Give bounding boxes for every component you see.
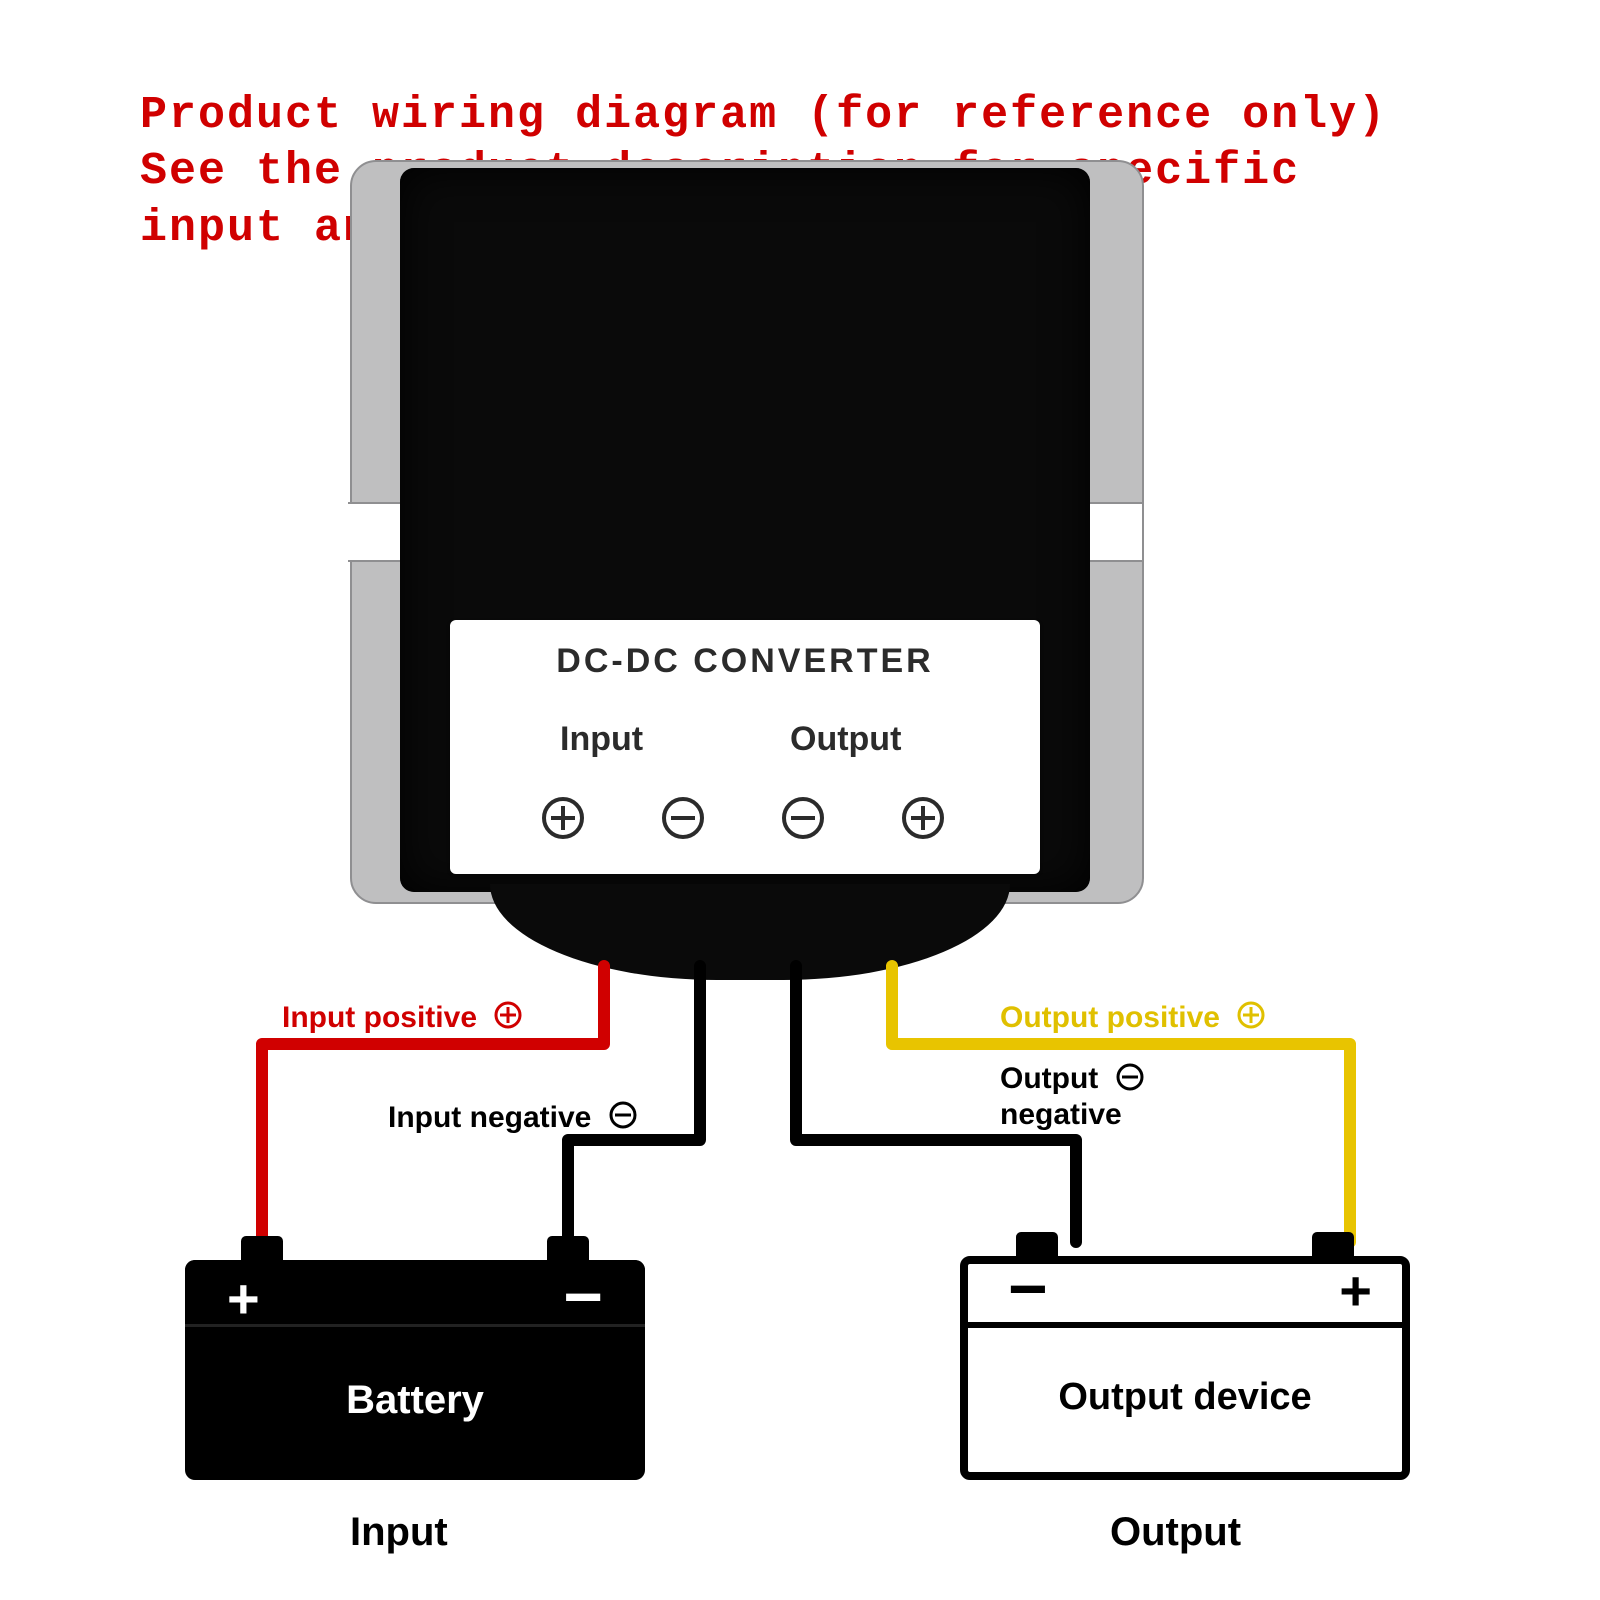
terminal-output-plus-icon — [900, 795, 946, 841]
label-input-positive: Input positive — [282, 1000, 523, 1038]
plate-output-label: Output — [790, 720, 901, 759]
device-label: Output device — [960, 1376, 1410, 1419]
wiring-diagram: Product wiring diagram (for reference on… — [0, 0, 1600, 1600]
battery-label: Battery — [185, 1378, 645, 1423]
battery-plus-symbol: + — [227, 1266, 260, 1331]
label-output-positive: Output positive — [1000, 1000, 1266, 1038]
battery-post-plus — [241, 1236, 283, 1262]
converter-label-plate: DC-DC CONVERTER Input Output — [450, 620, 1040, 874]
battery-minus-symbol: − — [563, 1258, 603, 1336]
minus-circle-icon — [608, 1100, 638, 1138]
minus-circle-icon — [1115, 1062, 1145, 1099]
caption-input: Input — [350, 1510, 448, 1555]
terminal-input-plus-icon — [540, 795, 586, 841]
output-device-block: − + Output device — [960, 1256, 1410, 1480]
caption-output: Output — [1110, 1510, 1241, 1555]
battery-block: + − Battery — [185, 1260, 645, 1480]
plate-title: DC-DC CONVERTER — [450, 642, 1040, 681]
dc-dc-converter-module: DC-DC CONVERTER Input Output — [350, 160, 1140, 900]
device-minus-symbol: − — [1008, 1250, 1048, 1328]
terminal-output-minus-icon — [780, 795, 826, 841]
label-output-negative: Output negative — [1000, 1062, 1145, 1130]
plus-circle-icon — [1236, 1000, 1266, 1038]
device-post-plus — [1312, 1232, 1354, 1258]
plus-circle-icon — [493, 1000, 523, 1038]
wire-grommet — [490, 884, 1010, 980]
device-plus-symbol: + — [1339, 1258, 1372, 1323]
title-line-1: Product wiring diagram (for reference on… — [140, 90, 1387, 141]
terminal-input-minus-icon — [660, 795, 706, 841]
label-input-negative: Input negative — [388, 1100, 638, 1138]
plate-input-label: Input — [560, 720, 643, 759]
